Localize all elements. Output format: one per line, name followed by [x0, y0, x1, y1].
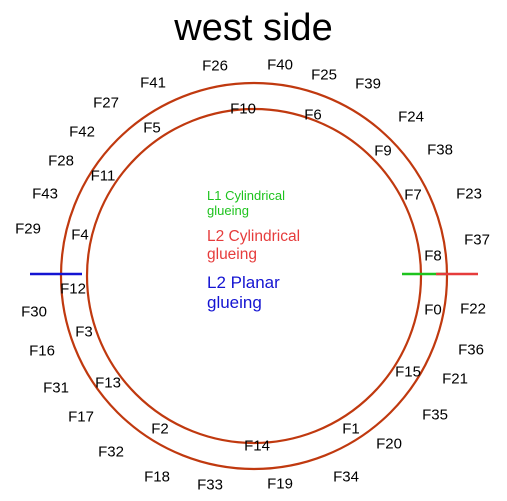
outer-label: F35 — [422, 406, 448, 424]
outer-label: F32 — [98, 443, 124, 461]
outer-label: F28 — [48, 152, 74, 170]
legend-l2-planar: L2 Planar glueing — [207, 273, 280, 312]
inner-label: F6 — [304, 106, 322, 124]
outer-label: F36 — [458, 341, 484, 359]
inner-label: F8 — [424, 247, 442, 265]
inner-label: F15 — [395, 363, 421, 381]
inner-label: F10 — [230, 100, 256, 118]
outer-label: F21 — [442, 370, 468, 388]
outer-label: F40 — [267, 56, 293, 74]
outer-label: F22 — [460, 300, 486, 318]
inner-label: F13 — [95, 374, 121, 392]
inner-label: F9 — [374, 142, 392, 160]
outer-label: F37 — [464, 231, 490, 249]
outer-label: F23 — [456, 185, 482, 203]
outer-label: F38 — [427, 141, 453, 159]
outer-label: F33 — [197, 476, 223, 494]
inner-label: F0 — [424, 301, 442, 319]
outer-label: F16 — [29, 342, 55, 360]
outer-ring — [59, 81, 449, 471]
inner-label: F14 — [244, 437, 270, 455]
inner-label: F4 — [71, 226, 89, 244]
outer-label: F27 — [93, 94, 119, 112]
outer-label: F25 — [311, 66, 337, 84]
outer-label: F34 — [333, 468, 359, 486]
outer-label: F30 — [21, 303, 47, 321]
inner-label: F5 — [143, 119, 161, 137]
inner-label: F7 — [404, 186, 422, 204]
inner-label: F1 — [342, 420, 360, 438]
outer-label: F42 — [69, 123, 95, 141]
outer-label: F17 — [68, 408, 94, 426]
legend-l1-cylindrical: L1 Cylindrical glueing — [207, 188, 286, 218]
diagram-title: west side — [174, 7, 333, 49]
outer-label: F26 — [202, 57, 228, 75]
inner-label: F11 — [90, 167, 116, 185]
outer-label: F43 — [32, 185, 58, 203]
outer-label: F18 — [144, 468, 170, 486]
inner-label: F3 — [75, 323, 93, 341]
outer-label: F24 — [398, 108, 424, 126]
inner-ring — [85, 107, 423, 445]
outer-label: F20 — [376, 435, 402, 453]
legend-l2-cylindrical: L2 Cylindrical glueing — [207, 228, 301, 263]
outer-label: F41 — [140, 74, 166, 92]
outer-label: F29 — [15, 220, 41, 238]
outer-label: F39 — [355, 75, 381, 93]
inner-label: F2 — [151, 420, 169, 438]
outer-label: F19 — [267, 475, 293, 493]
inner-label: F12 — [60, 280, 86, 298]
outer-label: F31 — [43, 379, 69, 397]
